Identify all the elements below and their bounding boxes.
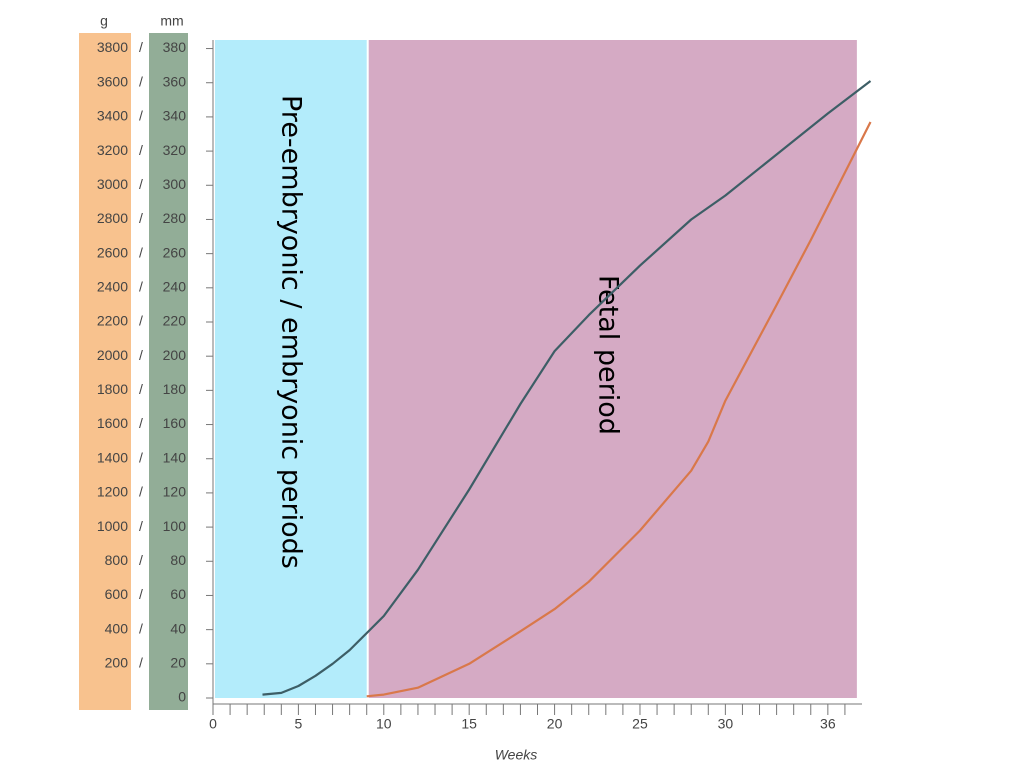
separator: / xyxy=(139,279,143,295)
g-axis-band xyxy=(79,33,131,710)
y2-axis-label: g xyxy=(100,13,108,29)
separator: / xyxy=(139,484,143,500)
y2-tick-label: 2200 xyxy=(97,313,128,329)
separator: / xyxy=(139,552,143,568)
separator: / xyxy=(139,655,143,671)
y-tick-label: 260 xyxy=(163,244,187,260)
separator: / xyxy=(139,210,143,226)
separator: / xyxy=(139,176,143,192)
x-tick-label: 15 xyxy=(461,716,477,732)
y-tick-label: 360 xyxy=(163,73,187,89)
x-tick-label: 10 xyxy=(376,716,392,732)
y2-tick-label: 2000 xyxy=(97,347,128,363)
y-tick-label: 320 xyxy=(163,142,187,158)
y-axis-label: mm xyxy=(160,13,183,29)
y2-tick-label: 1800 xyxy=(97,381,128,397)
y2-tick-label: 3800 xyxy=(97,39,128,55)
separator: / xyxy=(139,108,143,124)
y2-tick-label: 3400 xyxy=(97,108,128,124)
y2-tick-label: 2800 xyxy=(97,210,128,226)
separator: / xyxy=(139,244,143,260)
y-tick-label: 100 xyxy=(163,518,187,534)
x-tick-label: 30 xyxy=(718,716,734,732)
y-tick-label: 380 xyxy=(163,39,187,55)
y2-tick-label: 3600 xyxy=(97,73,128,89)
y-tick-label: 200 xyxy=(163,347,187,363)
x-axis-label: Weeks xyxy=(495,747,538,763)
y2-tick-label: 1000 xyxy=(97,518,128,534)
y2-tick-label: 1400 xyxy=(97,449,128,465)
region-label: Fetal period xyxy=(592,275,623,435)
x-tick-label: 36 xyxy=(820,716,836,732)
y2-tick-label: 2600 xyxy=(97,244,128,260)
x-tick-label: 5 xyxy=(294,716,302,732)
y2-tick-label: 1600 xyxy=(97,415,128,431)
y2-tick-label: 600 xyxy=(105,586,129,602)
separator: / xyxy=(139,39,143,55)
y-tick-label: 0 xyxy=(178,689,186,705)
region-label: Pre-embryonic / embryonic periods xyxy=(276,95,307,569)
y-tick-label: 180 xyxy=(163,381,187,397)
separator: / xyxy=(139,415,143,431)
x-tick-label: 20 xyxy=(547,716,563,732)
y2-tick-label: 200 xyxy=(105,655,129,671)
y2-tick-label: 400 xyxy=(105,620,129,636)
y-tick-label: 220 xyxy=(163,313,187,329)
y-tick-label: 20 xyxy=(170,655,186,671)
series-line xyxy=(366,121,872,698)
y-tick-label: 240 xyxy=(163,279,187,295)
y-tick-label: 60 xyxy=(170,586,186,602)
separator: / xyxy=(139,518,143,534)
separator: / xyxy=(139,620,143,636)
separator: / xyxy=(139,313,143,329)
y-tick-label: 340 xyxy=(163,108,187,124)
separator: / xyxy=(139,347,143,363)
separator: / xyxy=(139,449,143,465)
y2-tick-label: 2400 xyxy=(97,279,128,295)
y-tick-label: 300 xyxy=(163,176,187,192)
mm-axis-band xyxy=(149,33,188,710)
y-tick-label: 160 xyxy=(163,415,187,431)
y-tick-label: 40 xyxy=(170,620,186,636)
separator: / xyxy=(139,142,143,158)
y-tick-label: 120 xyxy=(163,484,187,500)
y-tick-label: 140 xyxy=(163,449,187,465)
y2-tick-label: 3200 xyxy=(97,142,128,158)
separator: / xyxy=(139,73,143,89)
y-tick-label: 80 xyxy=(170,552,186,568)
period-region xyxy=(215,40,367,698)
period-region xyxy=(368,40,857,698)
x-tick-label: 0 xyxy=(209,716,217,732)
y2-tick-label: 800 xyxy=(105,552,129,568)
separator: / xyxy=(139,381,143,397)
separator: / xyxy=(139,586,143,602)
y2-tick-label: 3000 xyxy=(97,176,128,192)
y-tick-label: 280 xyxy=(163,210,187,226)
y2-tick-label: 1200 xyxy=(97,484,128,500)
x-tick-label: 25 xyxy=(632,716,648,732)
series-line xyxy=(262,80,872,696)
